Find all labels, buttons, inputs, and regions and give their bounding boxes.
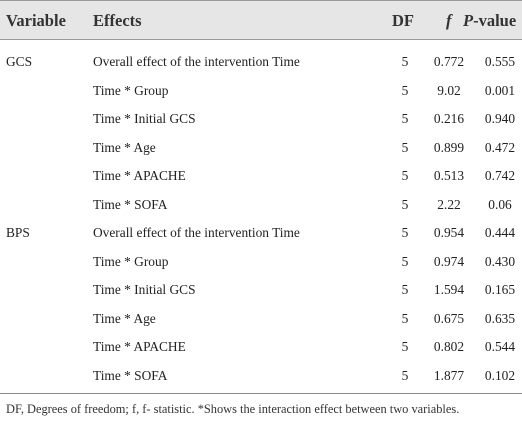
cell-effect: Overall effect of the intervention Time xyxy=(93,225,300,240)
cell-f: 1.594 xyxy=(433,282,465,297)
cell-effect: Overall effect of the intervention Time xyxy=(93,54,300,69)
cell-df: 5 xyxy=(401,253,409,269)
cell-df: 5 xyxy=(401,225,409,240)
cell-effect: Time * Initial GCS xyxy=(93,111,196,126)
cell-effect: Time * Group xyxy=(93,253,169,269)
cell-p-value: 0.742 xyxy=(484,168,516,183)
cell-f: 0.899 xyxy=(433,139,465,155)
cell-effect: Time * Age xyxy=(93,310,156,326)
bottom-rule xyxy=(0,393,522,394)
header-p-italic: P xyxy=(463,11,474,30)
cell-p-value: 0.06 xyxy=(488,196,512,212)
cell-f: 0.216 xyxy=(433,111,465,126)
table-row: Time * Group 5 0.974 0.430 xyxy=(0,248,522,277)
table-row: Time * Group 5 9.02 0.001 xyxy=(0,77,522,106)
cell-f: 0.513 xyxy=(433,168,465,183)
cell-df: 5 xyxy=(401,367,409,383)
cell-f: 2.22 xyxy=(437,196,461,212)
cell-f: 9.02 xyxy=(437,82,461,98)
header-f: f xyxy=(446,11,452,30)
cell-df: 5 xyxy=(401,168,409,183)
cell-df: 5 xyxy=(401,139,409,155)
table-row: Time * APACHE 5 0.513 0.742 xyxy=(0,162,522,191)
table-footnote: DF, Degrees of freedom; f, f- statistic.… xyxy=(6,402,460,416)
cell-df: 5 xyxy=(401,111,409,126)
header-p-value: P-value xyxy=(463,1,516,41)
cell-df: 5 xyxy=(401,310,409,326)
cell-effect: Time * APACHE xyxy=(93,168,186,183)
table-row: Time * Initial GCS 5 0.216 0.940 xyxy=(0,105,522,134)
header-p-rest: -value xyxy=(473,11,517,30)
cell-df: 5 xyxy=(401,339,409,354)
cell-f: 0.772 xyxy=(433,54,465,69)
cell-df: 5 xyxy=(401,54,409,69)
cell-f: 0.954 xyxy=(433,225,465,240)
cell-effect: Time * SOFA xyxy=(93,196,168,212)
cell-variable: GCS xyxy=(6,54,33,69)
table-row: Time * SOFA 5 2.22 0.06 xyxy=(0,191,522,220)
cell-p-value: 0.165 xyxy=(484,282,516,297)
table-row: Time * Initial GCS 5 1.594 0.165 xyxy=(0,276,522,305)
cell-effect: Time * APACHE xyxy=(93,339,186,354)
cell-p-value: 0.544 xyxy=(484,339,516,354)
cell-p-value: 0.001 xyxy=(484,82,516,98)
cell-effect: Time * Age xyxy=(93,139,156,155)
cell-f: 1.877 xyxy=(433,367,465,383)
cell-effect: Time * Initial GCS xyxy=(93,282,196,297)
cell-p-value: 0.940 xyxy=(484,111,516,126)
cell-variable: BPS xyxy=(6,225,30,240)
cell-p-value: 0.444 xyxy=(484,225,516,240)
table-row: Time * Age 5 0.899 0.472 xyxy=(0,134,522,163)
table-row: BPS Overall effect of the intervention Ti… xyxy=(0,219,522,248)
header-df: DF xyxy=(392,11,414,30)
cell-f: 0.974 xyxy=(433,253,465,269)
cell-f: 0.802 xyxy=(433,339,465,354)
cell-effect: Time * Group xyxy=(93,82,169,98)
cell-p-value: 0.102 xyxy=(484,367,516,383)
header-effects: Effects xyxy=(93,11,142,30)
cell-p-value: 0.430 xyxy=(484,253,516,269)
table-row: Time * APACHE 5 0.802 0.544 xyxy=(0,333,522,362)
table-row: Time * Age 5 0.675 0.635 xyxy=(0,305,522,334)
cell-p-value: 0.555 xyxy=(484,54,516,69)
cell-p-value: 0.472 xyxy=(484,139,516,155)
table-row: GCS Overall effect of the intervention Ti… xyxy=(0,48,522,77)
cell-df: 5 xyxy=(401,196,409,212)
cell-df: 5 xyxy=(401,82,409,98)
table-header: Variable Effects DF f P-value xyxy=(0,0,522,40)
table-row: Time * SOFA 5 1.877 0.102 xyxy=(0,362,522,391)
cell-df: 5 xyxy=(401,282,409,297)
cell-p-value: 0.635 xyxy=(484,310,516,326)
cell-f: 0.675 xyxy=(433,310,465,326)
header-variable: Variable xyxy=(6,11,66,30)
cell-effect: Time * SOFA xyxy=(93,367,168,383)
